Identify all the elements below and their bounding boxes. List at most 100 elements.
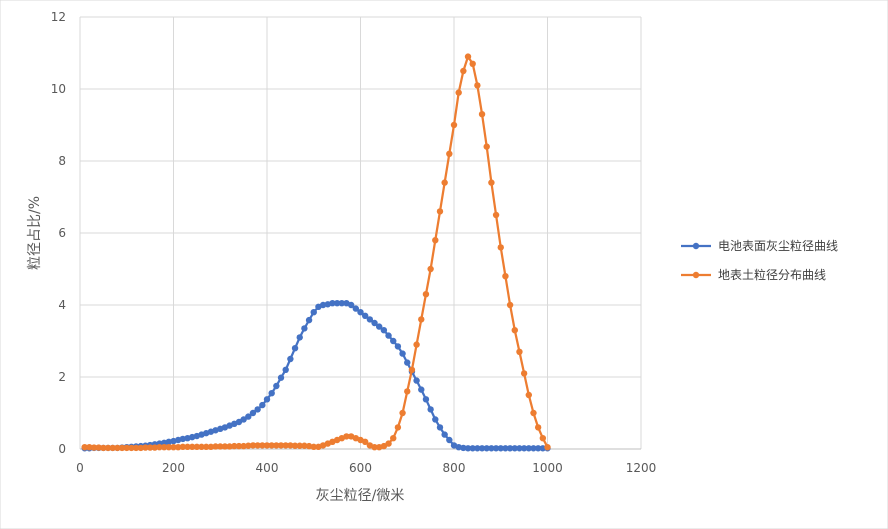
data-point	[520, 370, 528, 377]
data-point	[245, 442, 252, 449]
data-point	[287, 442, 294, 449]
data-point	[240, 442, 247, 450]
data-point	[506, 445, 514, 452]
data-point	[263, 396, 271, 403]
data-point	[104, 444, 112, 452]
data-point	[464, 53, 472, 60]
data-point	[282, 366, 289, 373]
data-point	[474, 445, 481, 452]
data-point	[310, 309, 317, 316]
series-2	[81, 53, 551, 452]
data-point	[539, 435, 547, 442]
data-point	[305, 316, 313, 324]
data-point	[212, 443, 219, 450]
data-point	[544, 444, 551, 451]
data-point	[385, 440, 392, 447]
data-point	[357, 309, 364, 316]
data-point	[235, 418, 243, 426]
data-point	[530, 409, 537, 417]
data-point	[165, 438, 173, 445]
data-point	[277, 442, 285, 449]
data-point	[404, 359, 411, 366]
series	[81, 53, 551, 452]
data-point	[478, 445, 486, 452]
data-point	[404, 388, 411, 395]
data-point	[478, 111, 486, 118]
data-point	[441, 431, 448, 438]
data-point	[380, 442, 388, 450]
data-point	[132, 444, 140, 452]
data-point	[418, 316, 425, 323]
data-point	[291, 345, 299, 352]
data-point	[217, 443, 224, 450]
data-point	[422, 291, 430, 298]
data-point	[418, 386, 425, 393]
data-point	[81, 444, 88, 451]
data-point	[427, 406, 434, 413]
data-point	[231, 442, 238, 450]
data-point	[516, 348, 523, 355]
data-point	[436, 208, 444, 215]
data-point	[408, 366, 416, 373]
data-point	[492, 445, 500, 452]
x-tick-label: 0	[76, 461, 84, 475]
data-point	[390, 337, 397, 345]
data-point	[520, 445, 528, 452]
y-tick-label: 8	[58, 154, 66, 168]
y-tick-label: 10	[51, 82, 66, 96]
data-point	[333, 300, 341, 307]
data-point	[511, 445, 518, 452]
data-point	[338, 300, 345, 307]
data-point	[371, 319, 378, 327]
data-point	[530, 445, 537, 452]
data-point	[385, 332, 392, 339]
data-point	[207, 443, 215, 451]
data-point	[502, 445, 509, 452]
data-point	[291, 442, 299, 449]
data-point	[310, 443, 317, 451]
x-tick-label: 200	[162, 461, 185, 475]
data-point	[137, 444, 144, 452]
data-point	[474, 82, 481, 89]
data-point	[446, 436, 453, 444]
data-point	[516, 445, 523, 452]
data-point	[296, 442, 303, 449]
data-point	[525, 391, 532, 399]
data-point	[371, 444, 378, 451]
legend-entry: 地表土粒径分布曲线	[681, 267, 826, 282]
data-point	[441, 179, 448, 186]
y-axis-title: 粒径占比/%	[27, 196, 43, 270]
data-point	[193, 443, 201, 451]
data-point	[534, 445, 542, 452]
data-point	[432, 416, 439, 423]
data-point	[413, 377, 420, 384]
data-point	[422, 396, 430, 403]
x-axis-title: 灰尘粒径/微米	[316, 488, 405, 504]
data-point	[109, 444, 116, 452]
data-point	[497, 445, 504, 452]
data-point	[268, 390, 275, 397]
data-point	[263, 442, 271, 449]
data-point	[469, 445, 476, 452]
data-point	[128, 444, 135, 452]
data-point	[165, 444, 173, 451]
data-point	[394, 424, 402, 431]
y-tick-label: 4	[58, 298, 66, 312]
data-point	[394, 343, 402, 350]
data-point	[249, 442, 257, 449]
data-point	[221, 443, 229, 450]
data-point	[483, 445, 490, 452]
data-point	[90, 444, 98, 451]
data-point	[245, 413, 252, 420]
data-point	[347, 301, 355, 309]
data-point	[174, 444, 182, 451]
data-point	[366, 316, 374, 323]
legend-entry: 电池表面灰尘粒径曲线	[681, 238, 838, 253]
data-point	[390, 435, 397, 442]
legend-swatch-marker	[692, 242, 700, 250]
data-point	[488, 445, 495, 452]
data-point	[502, 273, 509, 280]
data-point	[361, 312, 369, 319]
data-point	[95, 444, 102, 451]
